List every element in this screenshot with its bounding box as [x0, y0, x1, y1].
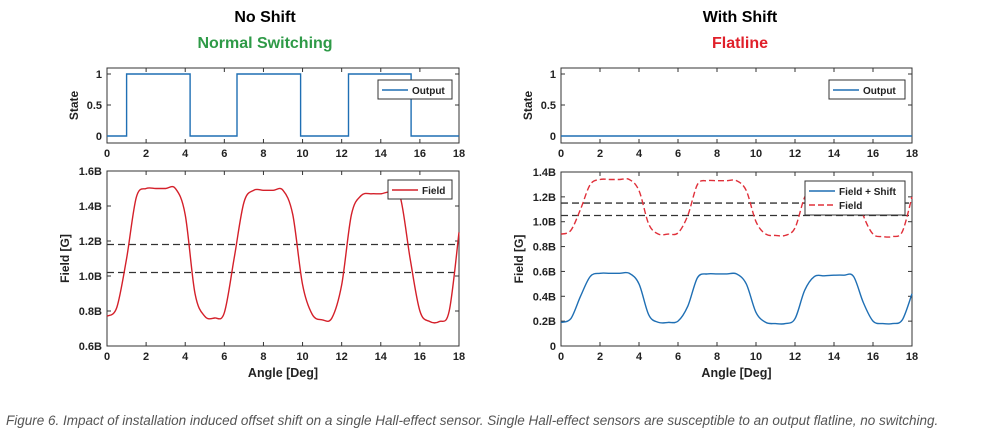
y-axis-label: State	[521, 91, 535, 121]
right-subtitle: Flatline	[711, 35, 768, 52]
x-tick-label: 4	[636, 148, 643, 160]
y-tick-label: 1.6B	[79, 166, 102, 178]
legend: Output	[377, 79, 453, 100]
right-title: With Shift	[702, 9, 778, 26]
y-tick-label: 0.8B	[79, 306, 102, 318]
x-tick-label: 8	[260, 148, 266, 160]
x-tick-label: 14	[375, 351, 388, 363]
left-title: No Shift	[234, 9, 296, 26]
plot-left-top: 0 2 4 6 8 10 12 14 16 18 0 0.5 1 State Output	[67, 67, 465, 160]
x-tick-label: 10	[750, 351, 762, 363]
x-tick-label: 12	[789, 148, 801, 160]
x-axis-label: Angle [Deg]	[248, 366, 318, 380]
x-tick-label: 10	[750, 148, 762, 160]
y-tick-label: 1.0B	[79, 271, 102, 283]
legend-label: Output	[863, 86, 896, 97]
x-tick-label: 2	[597, 351, 603, 363]
x-tick-label: 0	[558, 351, 564, 363]
y-tick-label: 0.6B	[79, 341, 102, 353]
x-tick-label: 10	[296, 148, 308, 160]
series-line-field	[560, 177, 913, 238]
x-tick-label: 16	[867, 148, 879, 160]
x-tick-label: 6	[221, 351, 227, 363]
x-tick-label: 8	[714, 148, 720, 160]
x-tick-label: 16	[414, 351, 426, 363]
x-tick-label: 14	[828, 351, 841, 363]
x-tick-label: 6	[221, 148, 227, 160]
x-tick-label: 16	[867, 351, 879, 363]
x-tick-label: 10	[296, 351, 308, 363]
legend-box	[387, 179, 453, 200]
legend-label: Field + Shift	[839, 187, 897, 198]
y-tick-label: 0.5	[541, 100, 556, 112]
legend: Output	[828, 79, 906, 100]
x-tick-label: 12	[336, 148, 348, 160]
x-tick-label: 2	[597, 148, 603, 160]
x-tick-label: 14	[828, 148, 841, 160]
x-tick-label: 18	[453, 351, 465, 363]
legend-label: Field	[839, 201, 862, 212]
plot-left-bottom: 0 2 4 6 8 10 12 14 16 18 0.6B 0.8B 1.0B 1.2B 1.4B 1.6B F…	[58, 166, 465, 380]
axes-box	[560, 67, 913, 144]
left-subtitle: Normal Switching	[197, 35, 333, 52]
x-tick-label: 8	[260, 351, 266, 363]
x-tick-label: 18	[906, 148, 918, 160]
y-axis-label: State	[67, 91, 81, 121]
legend-label: Output	[412, 86, 445, 97]
legend: Field + Shift Field	[804, 180, 906, 216]
y-tick-label: 0.5	[87, 100, 102, 112]
legend-box	[377, 79, 453, 100]
axes-box	[106, 67, 460, 144]
x-tick-label: 2	[143, 351, 149, 363]
y-tick-label: 0.8B	[533, 242, 556, 254]
x-tick-label: 2	[143, 148, 149, 160]
legend-box	[804, 180, 906, 216]
y-tick-label: 1	[96, 69, 102, 81]
x-tick-label: 0	[104, 148, 110, 160]
y-tick-label: 1.2B	[79, 236, 102, 248]
y-tick-label: 1	[550, 69, 556, 81]
y-tick-label: 0.6B	[533, 266, 556, 278]
x-tick-label: 8	[714, 351, 720, 363]
y-tick-label: 0	[96, 131, 102, 143]
y-axis-label: Field [G]	[58, 234, 72, 283]
y-tick-label: 1.2B	[533, 192, 556, 204]
x-axis-label: Angle [Deg]	[701, 366, 771, 380]
x-tick-label: 16	[414, 148, 426, 160]
legend-box	[828, 79, 906, 100]
x-tick-label: 6	[675, 351, 681, 363]
y-tick-label: 1.4B	[79, 201, 102, 213]
series-line-field-shift	[560, 271, 913, 325]
x-tick-label: 4	[182, 351, 189, 363]
x-tick-label: 12	[789, 351, 801, 363]
plot-right-top: 0 2 4 6 8 10 12 14 16 18 0 0.5 1 State Output	[521, 67, 918, 160]
figure-caption: Figure 6. Impact of installation induced…	[6, 413, 939, 428]
y-tick-label: 1.4B	[533, 167, 556, 179]
x-tick-label: 0	[104, 351, 110, 363]
x-tick-label: 18	[453, 148, 465, 160]
y-tick-label: 0.2B	[533, 316, 556, 328]
y-tick-label: 1.0B	[533, 217, 556, 229]
series-line-output	[107, 73, 459, 137]
y-axis-label: Field [G]	[512, 235, 526, 284]
x-tick-label: 4	[636, 351, 643, 363]
x-tick-label: 6	[675, 148, 681, 160]
x-tick-label: 4	[182, 148, 189, 160]
y-tick-label: 0	[550, 341, 556, 353]
x-tick-label: 12	[336, 351, 348, 363]
x-tick-label: 14	[375, 148, 388, 160]
y-tick-label: 0	[550, 131, 556, 143]
y-tick-label: 0.4B	[533, 291, 556, 303]
plot-right-bottom: 0 2 4 6 8 10 12 14 16 18 0 0.2B 0.4B 0.6B 0.8B 1.0B 1.2B…	[512, 167, 918, 380]
legend-label: Field	[422, 186, 445, 197]
x-tick-label: 0	[558, 148, 564, 160]
x-tick-label: 18	[906, 351, 918, 363]
legend: Field	[387, 179, 453, 200]
